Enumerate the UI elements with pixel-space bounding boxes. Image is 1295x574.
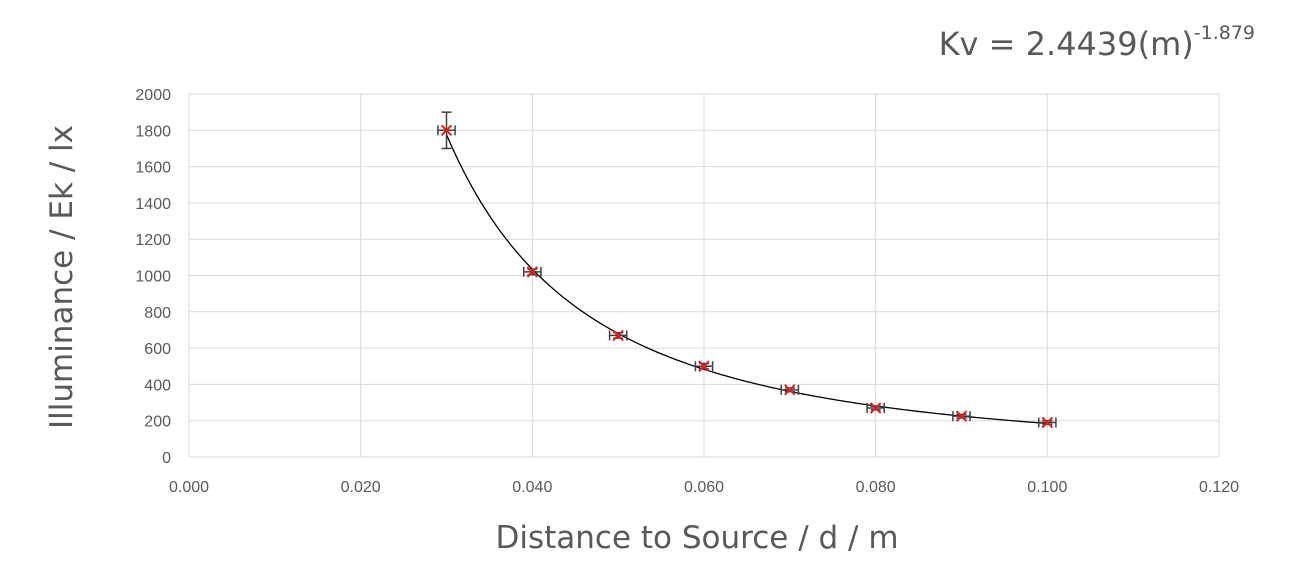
x-tick-label: 0.020 xyxy=(341,479,381,496)
x-marker xyxy=(526,266,539,278)
y-tick-label: 1800 xyxy=(135,123,171,140)
trendline-group xyxy=(445,134,1048,425)
equation-exponent: -1.879 xyxy=(1193,22,1255,44)
data-point xyxy=(523,266,542,278)
x-marker xyxy=(1041,416,1054,429)
x-tick-label: 0.000 xyxy=(169,479,209,496)
x-tick-label: 0.080 xyxy=(856,479,896,496)
x-marker xyxy=(698,360,710,372)
equation-base: Kv = 2.4439(m) xyxy=(938,25,1194,63)
y-tick-label: 800 xyxy=(144,305,171,322)
y-tick-label: 2000 xyxy=(135,87,171,104)
data-point xyxy=(608,329,628,342)
y-axis-title: Illuminance / Ek / lx xyxy=(44,125,80,429)
y-tick-label: 600 xyxy=(144,341,171,358)
grid xyxy=(188,93,1220,458)
y-tick-label: 200 xyxy=(144,414,171,431)
power-trendline xyxy=(445,134,1048,425)
data-points xyxy=(437,111,1057,429)
tick-labels: 0 200 400 600 800 1000 1200 1400 1600 1800 2000 0.0… xyxy=(135,87,1239,496)
x-axis-title: Distance to Source / d / m xyxy=(495,520,898,556)
data-point xyxy=(952,410,971,422)
trendline-equation: Kv = 2.4439(m)-1.879 xyxy=(939,22,1255,63)
x-tick-label: 0.040 xyxy=(512,479,552,496)
y-tick-label: 1200 xyxy=(135,232,171,249)
x-marker xyxy=(440,124,453,137)
x-tick-label: 0.060 xyxy=(684,479,724,496)
data-point xyxy=(437,111,456,150)
x-marker xyxy=(612,329,624,342)
x-marker xyxy=(784,384,796,396)
x-tick-label: 0.120 xyxy=(1199,479,1239,496)
y-tick-label: 1000 xyxy=(135,269,171,286)
data-point xyxy=(780,384,800,396)
x-marker xyxy=(955,410,968,422)
y-tick-label: 0 xyxy=(162,450,171,467)
y-tick-label: 1400 xyxy=(135,196,171,213)
x-marker xyxy=(869,402,882,414)
data-point xyxy=(866,402,885,414)
x-tick-label: 0.100 xyxy=(1027,479,1067,496)
y-tick-label: 400 xyxy=(144,377,171,394)
y-tick-label: 1600 xyxy=(135,160,171,177)
data-point xyxy=(694,360,714,372)
data-point xyxy=(1038,416,1057,429)
